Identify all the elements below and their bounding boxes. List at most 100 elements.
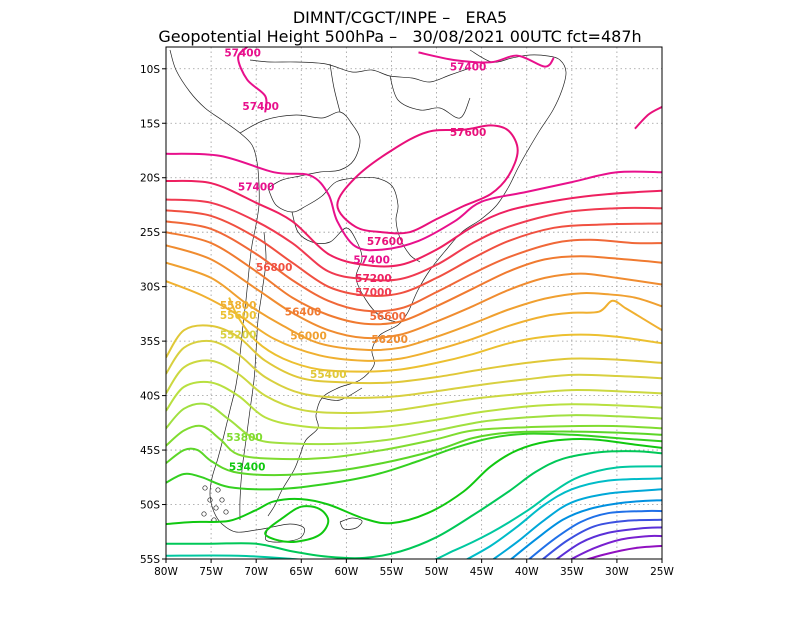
contour-label: 57600 [367, 236, 404, 248]
height-contour [166, 324, 662, 385]
map-frame [165, 46, 663, 560]
longitude-ticks: 80W 75W 70W 65W 60W 55W 50W 45W 40W 35W 30W 25W [154, 559, 674, 578]
height-contour [166, 380, 662, 430]
height-contour [418, 51, 555, 68]
contour-label: 55600 [220, 310, 257, 322]
contour-label: 57000 [355, 287, 392, 299]
coastline-segment [239, 231, 267, 521]
height-contour [228, 297, 662, 373]
lon-tick-label: 30W [605, 566, 629, 578]
title-line-1: DIMNT/CGCT/INPE – ERA5 [292, 8, 508, 27]
island [207, 497, 213, 503]
contour-label: 56000 [290, 331, 327, 343]
height-contour [166, 179, 662, 268]
height-contour [166, 465, 662, 559]
coastline-segment [291, 211, 397, 323]
lat-tick-label: 25S [140, 227, 160, 239]
height-contour [634, 106, 662, 130]
coastline-segment [329, 63, 341, 113]
contour-label: 57400 [238, 181, 275, 193]
coastline-segment [249, 59, 471, 83]
island [202, 485, 208, 491]
contour-label: 56800 [256, 262, 293, 274]
height-contour [166, 359, 662, 415]
coastline-segment [239, 111, 361, 189]
contour-label: 56200 [371, 334, 408, 346]
height-contour [527, 509, 662, 559]
lat-tick-label: 50S [140, 500, 160, 512]
lon-tick-label: 70W [244, 566, 268, 578]
height-contour [555, 526, 662, 559]
lat-tick-label: 40S [140, 391, 160, 403]
lon-tick-label: 65W [289, 566, 313, 578]
height-contour [166, 430, 662, 477]
height-contour [166, 261, 662, 352]
contour-labels: 57400 57400 57400 57600 57400 57600 57400 56800… [220, 47, 486, 473]
latitude-ticks: 10S 15S 20S 25S 30S 35S 40S 45S 50S 55S [140, 64, 166, 566]
contour-label: 53800 [226, 432, 263, 444]
height-contour [509, 499, 662, 559]
coastline-segment [339, 517, 363, 530]
height-contour [166, 244, 662, 340]
lon-tick-label: 40W [515, 566, 539, 578]
lat-tick-label: 45S [140, 445, 160, 457]
lat-tick-label: 15S [140, 118, 160, 130]
lon-tick-label: 50W [425, 566, 449, 578]
height-contour [492, 488, 662, 559]
coastlines-and-borders [169, 49, 567, 543]
lat-tick-label: 10S [140, 64, 160, 76]
height-contour [166, 402, 662, 446]
lon-tick-label: 80W [154, 566, 178, 578]
lat-tick-label: 35S [140, 336, 160, 348]
height-contour [166, 438, 662, 526]
contour-label: 57400 [450, 62, 487, 74]
lon-tick-label: 45W [470, 566, 494, 578]
height-contour [166, 280, 662, 362]
lon-tick-label: 35W [560, 566, 584, 578]
contour-label: 57400 [242, 101, 279, 113]
coastline-segment [389, 75, 471, 119]
lat-lon-grid [166, 47, 662, 559]
contour-label: 55400 [310, 369, 347, 381]
height-contour [264, 505, 330, 544]
height-contour [166, 152, 662, 252]
lon-tick-label: 75W [199, 566, 223, 578]
height-contour [166, 339, 662, 399]
island [215, 487, 221, 493]
height-contours [166, 47, 662, 559]
height-contour [166, 432, 662, 491]
island [219, 497, 225, 503]
contour-label: 57400 [224, 47, 261, 59]
title-line-2: Geopotential Height 500hPa – 30/08/2021 … [158, 27, 642, 46]
lat-tick-label: 55S [140, 554, 160, 566]
contour-label: 57600 [450, 127, 487, 139]
height-contour [336, 124, 519, 235]
height-contour [465, 477, 662, 559]
lon-tick-label: 60W [334, 566, 358, 578]
island [201, 511, 207, 517]
height-contour [541, 518, 662, 559]
coastline-segment [267, 49, 567, 517]
height-contour [166, 220, 662, 313]
height-contour [569, 534, 662, 559]
island [223, 509, 229, 515]
height-contour [584, 544, 662, 559]
contour-label: 56600 [370, 311, 407, 323]
lat-tick-label: 20S [140, 173, 160, 185]
coastline-segment [267, 176, 421, 263]
contour-label: 57200 [355, 273, 392, 285]
lon-tick-label: 55W [380, 566, 404, 578]
contour-label: 56400 [285, 307, 322, 319]
coastline-segment [169, 49, 269, 533]
coastline-segment [321, 387, 363, 401]
height-contour [166, 231, 662, 326]
coastline-segment [264, 523, 305, 543]
island [213, 505, 219, 511]
height-contour [166, 198, 662, 282]
height-contour [166, 209, 662, 297]
height-contour [166, 450, 662, 559]
lat-tick-label: 30S [140, 282, 160, 294]
contour-label: 55800 [220, 300, 257, 312]
height-contour [166, 424, 662, 461]
